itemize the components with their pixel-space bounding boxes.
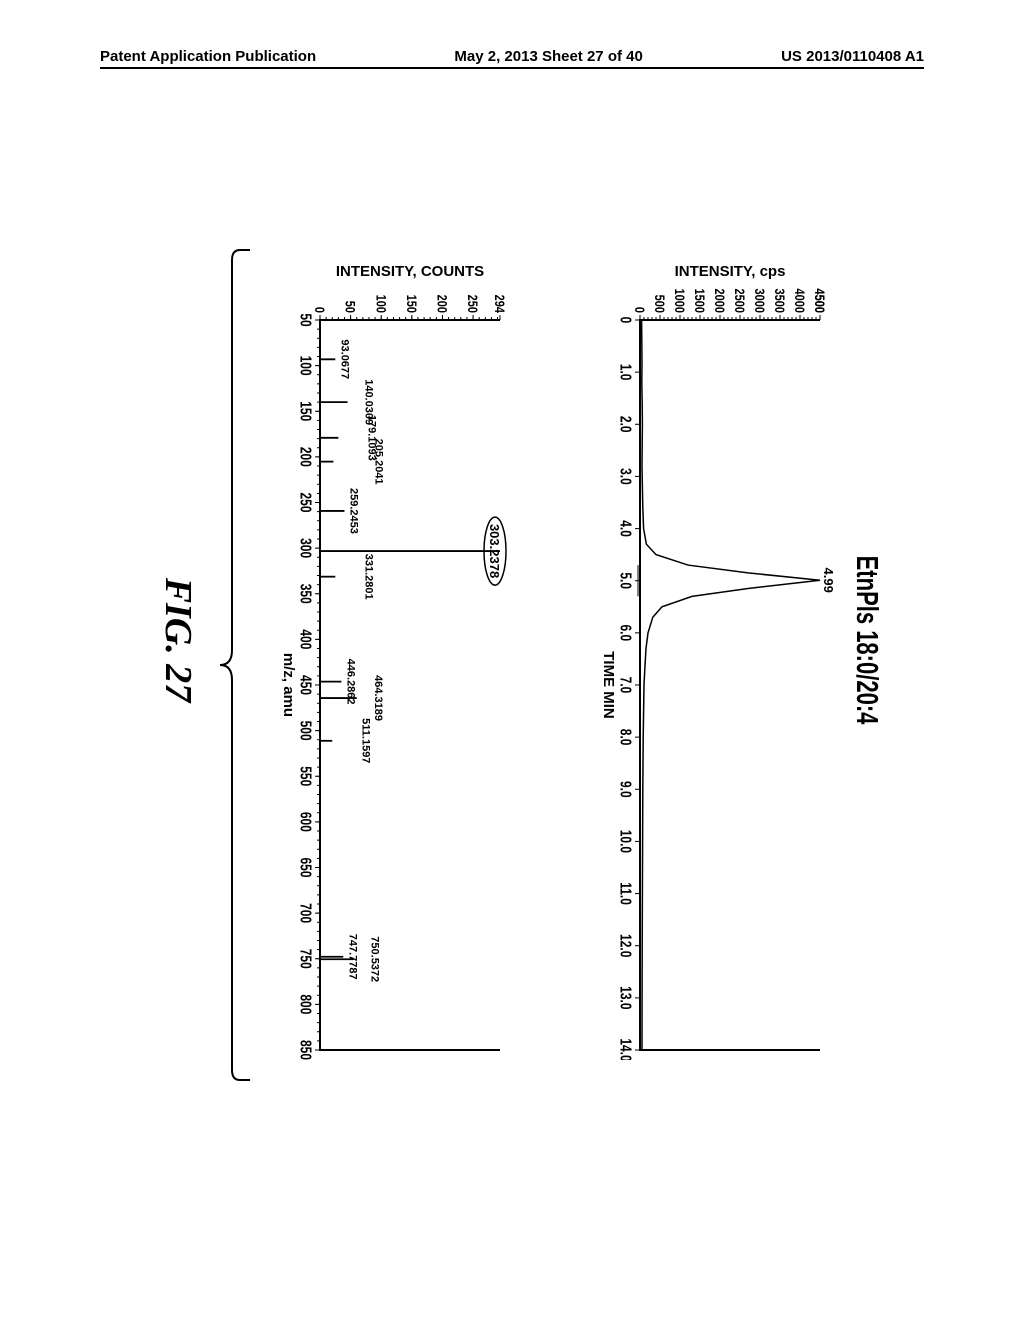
svg-text:1000: 1000 [672,289,687,314]
figure-caption: FIG. 27 [156,180,200,1100]
svg-text:200: 200 [434,295,449,313]
svg-text:100: 100 [297,356,315,376]
svg-text:10.0: 10.0 [617,830,635,854]
svg-text:205.2041: 205.2041 [372,439,384,485]
svg-text:800: 800 [297,994,315,1014]
svg-text:1.0: 1.0 [617,364,635,381]
svg-text:250: 250 [297,492,315,512]
svg-text:8.0: 8.0 [617,729,635,746]
svg-text:2000: 2000 [712,289,727,314]
svg-text:331.2801: 331.2801 [362,554,374,600]
svg-text:6.0: 6.0 [617,625,635,642]
svg-text:3.0: 3.0 [617,468,635,485]
svg-text:2.0: 2.0 [617,416,635,433]
svg-text:150: 150 [404,295,419,313]
svg-text:50: 50 [342,301,357,313]
svg-text:550: 550 [297,766,315,786]
svg-text:5.0: 5.0 [617,572,635,589]
svg-text:m/z, amu: m/z, amu [280,653,297,717]
figure-bracket [210,230,250,1100]
svg-text:4.99: 4.99 [821,568,836,593]
compound-title: EtnPls 18:0/20:4 [849,180,885,1100]
figure-rotated-container: EtnPls 18:0/20:4 05001000150020002500300… [45,255,965,1025]
svg-text:350: 350 [297,584,315,604]
page-header: Patent Application Publication May 2, 20… [100,48,924,69]
svg-text:511.1597: 511.1597 [359,718,371,763]
svg-text:13.0: 13.0 [617,986,635,1010]
header-left: Patent Application Publication [100,48,316,65]
chromatogram-chart: 0500100015002000250030003500400045004500… [590,260,840,1060]
svg-text:250: 250 [465,295,480,313]
svg-text:259.2453: 259.2453 [347,488,359,534]
svg-text:500: 500 [297,721,315,741]
svg-text:3000: 3000 [752,289,767,314]
svg-text:INTENSITY, cps: INTENSITY, cps [675,263,786,280]
svg-text:4.0: 4.0 [617,520,635,537]
svg-text:0: 0 [312,307,327,313]
svg-text:750: 750 [297,949,315,969]
svg-text:INTENSITY, COUNTS: INTENSITY, COUNTS [336,263,484,280]
svg-text:1500: 1500 [692,289,707,314]
svg-text:93.0677: 93.0677 [338,339,350,379]
svg-text:12.0: 12.0 [617,934,635,958]
svg-text:747.7787: 747.7787 [346,934,358,980]
svg-text:294: 294 [492,295,507,313]
figure-inner: EtnPls 18:0/20:4 05001000150020002500300… [120,180,890,1100]
svg-text:400: 400 [297,629,315,649]
svg-text:600: 600 [297,812,315,832]
header-right: US 2013/0110408 A1 [781,48,924,65]
svg-text:450: 450 [297,675,315,695]
svg-text:300: 300 [297,538,315,558]
mass-spectrum-chart: 0501001502002502945010015020025030035040… [270,260,520,1060]
svg-text:500: 500 [652,295,667,313]
svg-text:650: 650 [297,857,315,877]
svg-text:150: 150 [297,401,315,421]
svg-text:0: 0 [632,307,647,313]
svg-text:200: 200 [297,447,315,467]
svg-text:850: 850 [297,1040,315,1060]
svg-text:9.0: 9.0 [617,781,635,798]
svg-text:303.2378: 303.2378 [487,524,502,578]
svg-text:4500: 4500 [812,289,827,314]
svg-text:4000: 4000 [792,289,807,314]
svg-text:100: 100 [373,295,388,313]
svg-text:7.0: 7.0 [617,677,635,694]
svg-text:2500: 2500 [732,289,747,314]
svg-text:50: 50 [297,313,315,327]
svg-text:3500: 3500 [772,289,787,314]
header-center: May 2, 2013 Sheet 27 of 40 [454,48,642,65]
svg-text:11.0: 11.0 [617,882,635,905]
svg-text:14.0: 14.0 [617,1038,635,1060]
svg-text:0: 0 [617,317,635,324]
svg-text:TIME MIN: TIME MIN [600,651,617,719]
svg-text:700: 700 [297,903,315,923]
svg-text:464.3189: 464.3189 [372,675,384,721]
svg-text:750.5372: 750.5372 [369,936,381,982]
